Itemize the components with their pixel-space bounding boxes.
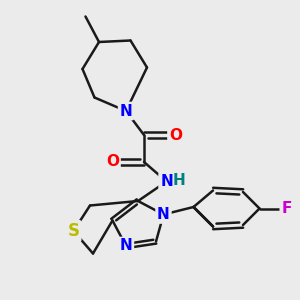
Text: N: N [157,207,170,222]
Text: O: O [106,154,119,169]
Text: N: N [160,174,173,189]
Text: N: N [120,103,132,118]
Text: S: S [68,222,80,240]
Text: F: F [281,201,292,216]
Text: O: O [169,128,182,142]
Text: N: N [120,238,132,253]
Text: H: H [173,173,185,188]
